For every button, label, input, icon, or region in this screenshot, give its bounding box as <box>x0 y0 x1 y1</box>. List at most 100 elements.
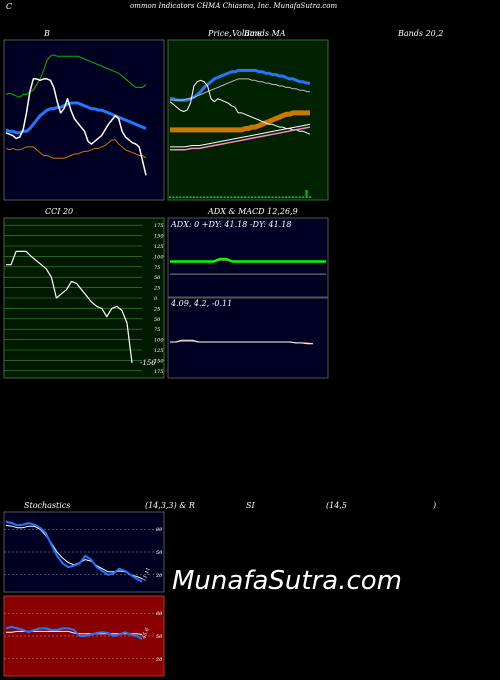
rsi-tick-label: 50 <box>156 634 163 640</box>
rsi-last-label: 45.6 <box>141 626 151 640</box>
stoch-tick-label: 20 <box>155 573 163 579</box>
cci-tick-label: 25 <box>153 306 160 312</box>
price-ma-pink <box>170 126 311 151</box>
stoch-label-e: ) <box>433 501 437 510</box>
volume-bar <box>186 196 189 198</box>
stoch-label-c: SI <box>246 501 255 510</box>
cci-tick-label: 150 <box>154 358 164 364</box>
cci-tick-label: 0 <box>154 296 158 302</box>
bollinger-label: B <box>44 29 50 38</box>
volume-bar <box>305 190 308 198</box>
volume-bar <box>223 196 226 198</box>
volume-bar <box>251 196 253 198</box>
volume-bar <box>169 196 171 198</box>
macd-line <box>170 339 313 345</box>
price-label-a: Price, <box>208 29 232 38</box>
rsi-main <box>5 625 143 640</box>
volume-bar <box>298 196 301 198</box>
volume-bar <box>285 196 288 198</box>
volume-bar <box>233 196 236 198</box>
rsi-chart: 80 50 20 45.6 <box>3 595 165 677</box>
cci-label: CCI 20 <box>45 207 74 216</box>
volume-bar <box>264 196 267 198</box>
volume-bar <box>230 196 233 198</box>
volume-bar <box>261 196 264 198</box>
volume-bar <box>192 196 195 198</box>
macd-values: 4.09, 4.2, -0.11 <box>171 299 233 308</box>
rsi-tick-label: 80 <box>156 611 163 617</box>
volume-bar <box>206 196 209 198</box>
macd-background <box>167 297 329 379</box>
cci-tick-label: 75 <box>154 265 160 271</box>
volume-bar <box>268 196 270 198</box>
volume-bar <box>210 196 212 198</box>
volume-bar <box>288 196 291 198</box>
price-chart <box>167 39 329 201</box>
price-label-b: Volume <box>232 29 262 38</box>
volume-bar <box>247 196 250 198</box>
volume-bar <box>281 196 284 198</box>
stoch-label-a: Stochastics <box>24 501 71 510</box>
cci-tick-label: 50 <box>154 317 161 323</box>
volume-bar <box>302 196 305 198</box>
stoch-tick-label: 80 <box>156 527 163 533</box>
volume-bar <box>278 196 281 198</box>
bollinger-middle-band <box>5 101 147 135</box>
volume-bar <box>189 196 192 198</box>
volume-bar <box>216 196 219 198</box>
rsi-tick-label: 20 <box>155 657 163 663</box>
volume-bar <box>309 196 311 198</box>
cci-tick-label: 150 <box>154 234 164 240</box>
volume-bar <box>213 196 216 198</box>
volume-bar <box>244 196 247 198</box>
volume-bar <box>291 196 294 198</box>
bollinger-chart <box>3 39 165 201</box>
volume-bar <box>182 196 185 198</box>
stoch-label-d: (14,5 <box>326 501 347 510</box>
cci-tick-label: 125 <box>154 244 164 250</box>
adx-macd-label: ADX & MACD 12,26,9 <box>208 207 298 216</box>
volume-bar <box>240 196 243 198</box>
cci-tick-label: 25 <box>153 286 160 292</box>
watermark: MunafaSutra.com <box>172 566 403 596</box>
bollinger-price-line <box>5 78 147 176</box>
bollinger-background <box>3 39 165 201</box>
cci-last-label: -156 <box>140 359 156 367</box>
header-title: ommon Indicators CHMA Chiasma, Inc. Muna… <box>130 2 338 10</box>
volume-bar <box>196 196 199 198</box>
volume-bar <box>172 196 175 198</box>
cci-tick-label: 175 <box>154 369 164 375</box>
price-ma-orange <box>170 110 310 133</box>
bollinger-lower-band <box>5 139 147 159</box>
cci-line <box>6 250 133 363</box>
adx-plus-dy <box>170 257 326 263</box>
adx-chart <box>167 217 329 298</box>
cci-tick-label: 125 <box>154 348 164 354</box>
volume-bar <box>203 196 206 198</box>
volume-bar <box>257 196 260 198</box>
cci-tick-label: 175 <box>154 223 164 229</box>
volume-bar <box>227 196 229 198</box>
bands-label: Bands 20,2 <box>398 29 444 38</box>
volume-bar <box>237 196 240 198</box>
volume-bar <box>274 196 277 198</box>
stoch-label-b: (14,3,3) & R <box>145 501 195 510</box>
volume-bar <box>199 196 202 198</box>
price-label-c: Bands MA <box>244 29 286 38</box>
adx-values: ADX: 0 +DY: 41.18 -DY: 41.18 <box>171 220 292 229</box>
volume-bar <box>254 196 257 198</box>
volume-bar <box>295 196 298 198</box>
volume-bar <box>220 196 223 198</box>
stoch-main <box>5 520 143 583</box>
volume-bar <box>175 196 178 198</box>
macd-chart <box>167 297 329 379</box>
price-ma-white <box>170 123 311 148</box>
header-c-letter: C <box>6 2 13 11</box>
volume-bar <box>179 196 182 198</box>
price-ma-gray <box>170 78 310 101</box>
stoch-last-label: 11.11 <box>141 567 152 583</box>
stoch-tick-label: 50 <box>156 550 163 556</box>
volume-bar <box>271 196 274 198</box>
cci-tick-label: 75 <box>154 327 160 333</box>
